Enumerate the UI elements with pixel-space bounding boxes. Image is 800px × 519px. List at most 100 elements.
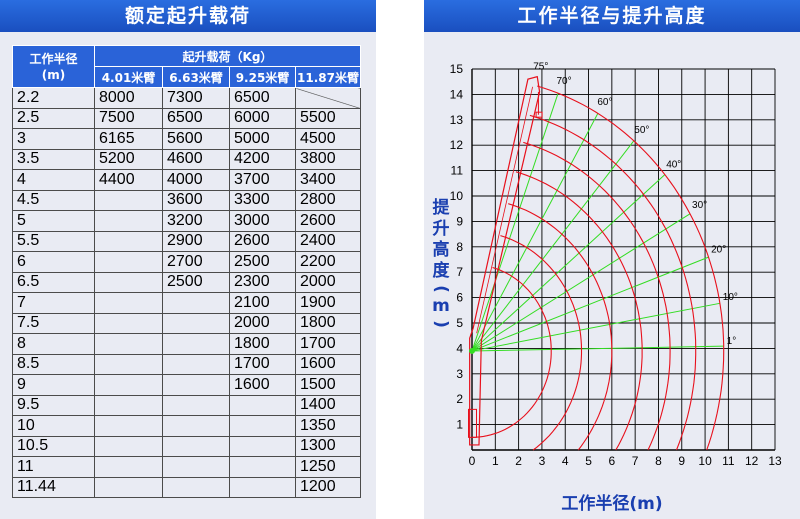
y-tick-label: 3: [456, 367, 463, 381]
load-table: 工作半径 (m) 起升载荷（Kg） 4.01米臂 6.63米臂 9.25米臂 11.87米臂…: [12, 45, 361, 498]
load-cell: 2100: [229, 292, 296, 314]
load-cell: 1900: [295, 292, 361, 314]
load-cell: [94, 456, 163, 478]
table-row: 4.5 3600 3300 2800: [12, 189, 361, 211]
y-tick-label: 8: [456, 240, 463, 254]
y-axis-label: 提升高度 (m): [430, 198, 452, 331]
y-tick-label: 12: [450, 138, 464, 152]
radius-cell: 10: [12, 415, 95, 437]
load-cell: [94, 415, 163, 437]
load-cell: 4600: [162, 148, 230, 170]
load-cell: 3000: [229, 210, 296, 232]
angle-ray: [471, 256, 709, 352]
y-axis-label-char: (: [431, 285, 451, 293]
load-cell: 1400: [295, 394, 361, 416]
table-row: 8 1800 1700: [12, 333, 361, 355]
load-cell: [162, 456, 230, 478]
y-tick-label: 1: [456, 418, 463, 432]
table-row: 9.5 1400: [12, 394, 361, 416]
load-cell: 1250: [295, 456, 361, 478]
reach-arcs: [471, 85, 725, 451]
load-cell: 2900: [162, 230, 230, 252]
angle-label: 60°: [597, 97, 612, 108]
load-cell: 2000: [229, 312, 296, 334]
radius-cell: 3.5: [12, 148, 95, 170]
crane-base: [468, 408, 478, 438]
y-tick-label: 5: [456, 316, 463, 330]
load-cell: 2800: [295, 189, 361, 211]
angle-label: 20°: [711, 245, 726, 256]
y-axis-label-char: 度: [432, 261, 450, 281]
x-tick-label: 4: [562, 454, 569, 468]
radius-header-unit: (m): [41, 67, 66, 82]
radius-cell: 8: [12, 333, 95, 355]
radius-cell: 11: [12, 456, 95, 478]
load-cell: [94, 435, 163, 457]
x-tick-label: 0: [469, 454, 476, 468]
load-cell: 1350: [295, 415, 361, 437]
table-row: 7 2100 1900: [12, 292, 361, 314]
table-row: 3.5 5200 4600 4200 3800: [12, 148, 361, 170]
radius-cell: 3: [12, 128, 95, 150]
radius-cell: 6: [12, 251, 95, 273]
radius-cell: 11.44: [12, 476, 95, 498]
load-cell: [162, 476, 230, 498]
table-row: 4 4400 4000 3700 3400: [12, 169, 361, 191]
reach-arc: [500, 235, 583, 451]
radius-header-label: 工作半径: [29, 51, 78, 66]
load-cell: 8000: [94, 87, 163, 109]
load-cell: 1600: [229, 374, 296, 396]
load-table-panel: 额定起升载荷 工作半径 (m) 起升载荷（Kg） 4.01米臂 6.63米臂 9.25米臂…: [0, 0, 376, 519]
crane-boom-inner-line: [476, 86, 533, 334]
y-tick-label: 2: [456, 392, 463, 406]
angle-label: 30°: [692, 200, 707, 211]
crane-boom-outline: [469, 75, 541, 446]
table-row: 5.5 2900 2600 2400: [12, 230, 361, 252]
x-tick-label: 7: [632, 454, 639, 468]
table-row: 10.5 1300: [12, 435, 361, 457]
reach-arc: [508, 203, 613, 451]
radius-cell: 4: [12, 169, 95, 191]
x-tick-label: 12: [745, 454, 759, 468]
load-cell: [94, 271, 163, 293]
load-cell: 3600: [162, 189, 230, 211]
load-cell: 1500: [295, 374, 361, 396]
angle-ray: [471, 140, 635, 352]
angle-label: 70°: [556, 76, 571, 87]
angle-label: 50°: [634, 125, 649, 136]
radius-cell: 7: [12, 292, 95, 314]
load-cell: 7300: [162, 87, 230, 109]
y-axis-label-char: 高: [432, 240, 450, 260]
radius-cell: 2.5: [12, 107, 95, 129]
load-cell: 2600: [295, 210, 361, 232]
load-cell: [162, 292, 230, 314]
load-column-header: 起升载荷（Kg）: [94, 45, 361, 67]
y-tick-label: 11: [451, 164, 464, 178]
load-cell: 3300: [229, 189, 296, 211]
load-cell: 4400: [94, 169, 163, 191]
table-row: 2.2 8000 7300 6500: [12, 87, 361, 109]
y-tick-label: 10: [450, 189, 464, 203]
load-cell: [229, 435, 296, 457]
load-cell: 3800: [295, 148, 361, 170]
radius-cell: 8.5: [12, 353, 95, 375]
x-tick-label: 11: [722, 454, 735, 468]
load-cell: 1800: [229, 333, 296, 355]
x-tick-label: 6: [609, 454, 616, 468]
boom-length-header: 6.63米臂: [162, 66, 230, 88]
load-cell: 2200: [295, 251, 361, 273]
angle-label: 1°: [727, 336, 737, 347]
radius-cell: 5: [12, 210, 95, 232]
radius-cell: 2.2: [12, 87, 95, 109]
angle-ray: [471, 302, 720, 352]
radius-height-chart: 0 1 2 3 4 5 6 7 8 9 10 11 12 13123456789101112131415 …: [450, 62, 782, 468]
x-tick-label: 9: [678, 454, 685, 468]
angle-ray: [471, 174, 666, 352]
load-cell: 5200: [94, 148, 163, 170]
angle-labels: 1° 10° 20° 30° 40° 50° 60° 70° 75°: [533, 62, 738, 347]
load-table-title: 额定起升载荷: [0, 0, 376, 32]
x-tick-label: 10: [698, 454, 712, 468]
radius-cell: 4.5: [12, 189, 95, 211]
load-cell: [162, 353, 230, 375]
